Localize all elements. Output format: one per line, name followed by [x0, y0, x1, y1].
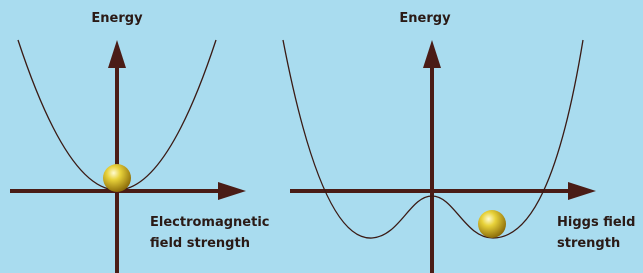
y-label: Energy — [91, 11, 143, 26]
x-label-line: field strength — [150, 236, 250, 251]
ball — [103, 164, 131, 192]
y-label: Energy — [399, 11, 451, 26]
x-label-line: strength — [557, 236, 620, 251]
ball — [478, 210, 506, 238]
x-label-line: Higgs field — [557, 215, 635, 230]
x-label-line: Electromagnetic — [150, 215, 270, 230]
background — [0, 0, 643, 273]
diagram: Energy Electromagnetic field strength En… — [0, 0, 643, 273]
